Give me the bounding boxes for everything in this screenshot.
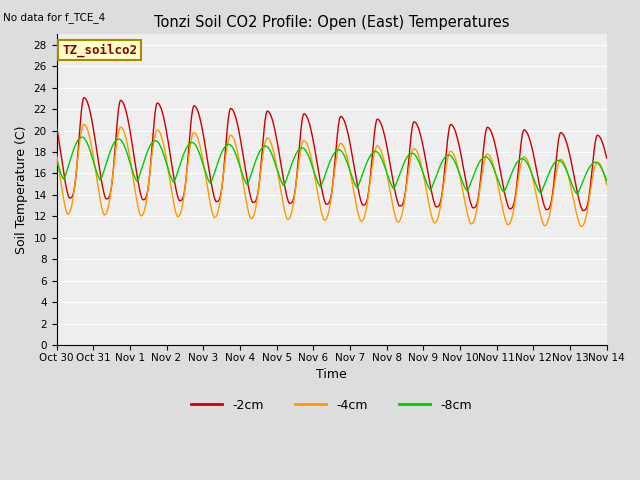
Text: TZ_soilco2: TZ_soilco2 [62, 43, 137, 57]
X-axis label: Time: Time [316, 369, 347, 382]
Title: Tonzi Soil CO2 Profile: Open (East) Temperatures: Tonzi Soil CO2 Profile: Open (East) Temp… [154, 15, 509, 30]
Legend: -2cm, -4cm, -8cm: -2cm, -4cm, -8cm [186, 394, 477, 417]
Text: No data for f_TCE_4: No data for f_TCE_4 [3, 12, 106, 23]
Y-axis label: Soil Temperature (C): Soil Temperature (C) [15, 125, 28, 254]
